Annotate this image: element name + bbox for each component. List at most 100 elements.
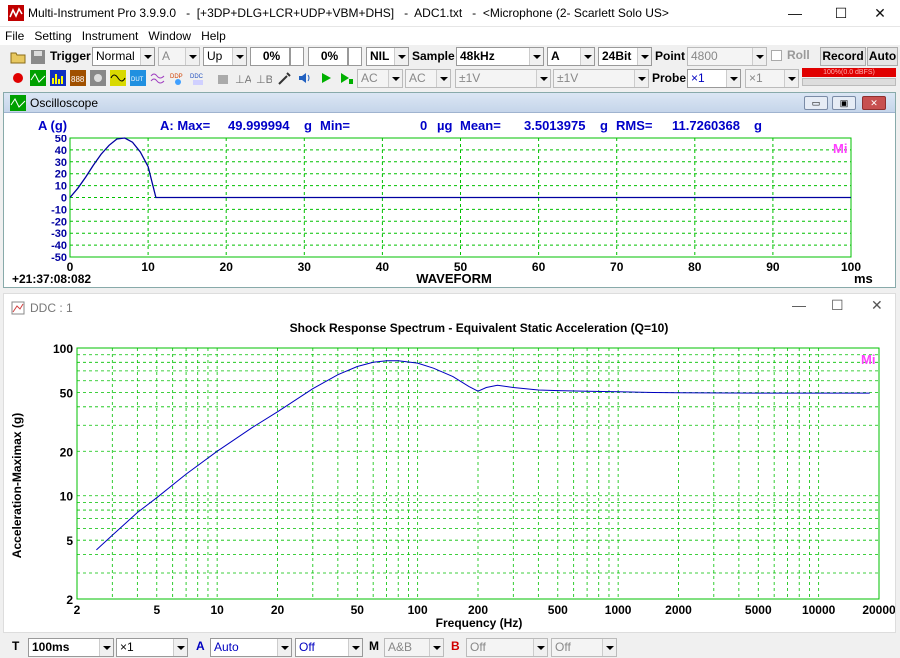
menu-instrument[interactable]: Instrument <box>81 29 139 43</box>
ddc-icon[interactable]: DDC <box>190 70 206 86</box>
srs-x-tick: 10 <box>210 603 224 617</box>
srs-x-tick: 500 <box>548 603 568 617</box>
ddp-icon[interactable]: DDP <box>170 70 186 86</box>
waveform-x-tick: 10 <box>141 260 155 274</box>
trigger-mode-select[interactable]: Normal <box>92 47 155 66</box>
waveform-y-tick: 0 <box>61 193 67 205</box>
svg-text:DDC: DDC <box>190 74 204 80</box>
srs-plot[interactable]: 2 5 10 20 50 100 200 500 1000 2000 5000 10000 20000 2… <box>4 316 895 632</box>
waveform-x-tick: 60 <box>532 260 546 274</box>
math-mode-select[interactable]: A&B <box>384 638 444 657</box>
srs-y-tick: 20 <box>60 445 74 459</box>
srs-x-tick: 5000 <box>745 603 772 617</box>
multimeter-icon[interactable]: 888 <box>70 70 86 86</box>
coupling-a-select[interactable]: AC <box>357 69 403 88</box>
waveform-x-tick: 20 <box>220 260 234 274</box>
open-file-icon[interactable] <box>10 49 26 65</box>
probe-label: Probe <box>652 71 687 85</box>
auto-button[interactable]: Auto <box>867 47 898 66</box>
waveform-x-tick: 90 <box>766 260 780 274</box>
spectrum-wave-icon[interactable] <box>150 70 166 86</box>
point-select[interactable]: 4800 <box>687 47 767 66</box>
channel-b-offset-select[interactable]: Off <box>551 638 617 657</box>
range-b-select[interactable]: ±1V <box>553 69 649 88</box>
spectrum-analyzer-icon[interactable] <box>50 70 66 86</box>
channel-select[interactable]: A <box>547 47 595 66</box>
srs-x-tick: 5 <box>153 603 160 617</box>
waveform-trace <box>69 137 851 199</box>
scope-minimize-button[interactable]: ▭ <box>804 96 828 110</box>
stat-min-unit: µg <box>437 118 453 133</box>
srs-x-tick: 2000 <box>665 603 692 617</box>
menu-window[interactable]: Window <box>148 29 192 43</box>
roll-checkbox[interactable] <box>771 50 782 61</box>
channel-a-label: A <box>196 639 205 653</box>
waveform-x-tick: 80 <box>688 260 702 274</box>
stat-max-value: 49.999994 <box>228 118 290 133</box>
oscilloscope-header[interactable]: Oscilloscope ▭ ▣ ✕ <box>4 93 895 113</box>
ddc-close-button[interactable]: ✕ <box>871 297 883 313</box>
generator-icon[interactable] <box>90 70 106 86</box>
srs-x-tick: 2 <box>74 603 81 617</box>
cursor-b-icon[interactable]: ⊥B <box>256 70 272 86</box>
trigger-edge-select[interactable]: Up <box>203 47 247 66</box>
minimize-button[interactable]: — <box>788 5 802 21</box>
waveform-x-tick: 100 <box>841 260 861 274</box>
scope-close-button[interactable]: ✕ <box>862 96 886 110</box>
channel-b-label: B <box>451 639 460 653</box>
app-logo-icon <box>8 5 24 21</box>
waveform-y-tick: -30 <box>51 228 67 240</box>
waveform-plot[interactable]: 0 10 20 30 40 50 60 70 80 90 10050403020100-10-20-… <box>4 135 895 285</box>
time-multiplier-select[interactable]: ×1 <box>116 638 188 657</box>
ddc-maximize-button[interactable]: ☐ <box>831 297 844 313</box>
probe-a-select[interactable]: ×1 <box>687 69 741 88</box>
trigger-label: Trigger <box>50 49 91 63</box>
tool-icon[interactable] <box>277 70 293 86</box>
trigger-level-2-spinner[interactable] <box>348 47 362 66</box>
coupling-b-select[interactable]: AC <box>405 69 451 88</box>
trigger-level-1[interactable]: 0% <box>250 47 290 66</box>
bit-depth-select[interactable]: 24Bit <box>598 47 652 66</box>
oscilloscope-icon[interactable] <box>30 70 46 86</box>
point-label: Point <box>655 49 685 63</box>
record-button[interactable]: Record <box>820 47 866 66</box>
speaker-icon[interactable] <box>297 70 313 86</box>
sample-rate-select[interactable]: 48kHz <box>456 47 544 66</box>
channel-b-scale-select[interactable]: Off <box>466 638 548 657</box>
cursor-a-icon[interactable]: ⊥A <box>235 70 251 86</box>
probe-b-select[interactable]: ×1 <box>745 69 799 88</box>
waveform-x-tick: 0 <box>67 260 74 274</box>
record-dot-icon[interactable] <box>10 70 26 86</box>
trigger-channel-select[interactable]: A <box>158 47 200 66</box>
roll-label: Roll <box>787 48 810 62</box>
calibrate-icon[interactable] <box>215 70 231 86</box>
scope-restore-button[interactable]: ▣ <box>832 96 856 110</box>
waveform-y-tick: 20 <box>55 169 67 181</box>
signal-generator-icon[interactable] <box>110 70 126 86</box>
channel-a-scale-select[interactable]: Auto <box>210 638 292 657</box>
menu-setting[interactable]: Setting <box>34 29 72 43</box>
timebase-select[interactable]: 100ms <box>28 638 114 657</box>
ddc-minimize-button[interactable]: — <box>792 297 806 313</box>
channel-a-offset-select[interactable]: Off <box>295 638 363 657</box>
waveform-y-tick: -10 <box>51 204 67 216</box>
play-icon[interactable] <box>318 70 334 86</box>
close-button[interactable]: ✕ <box>874 5 886 21</box>
range-a-select[interactable]: ±1V <box>455 69 551 88</box>
srs-xlabel: Frequency (Hz) <box>436 616 523 630</box>
trigger-level-1-spinner[interactable] <box>290 47 304 66</box>
nil-select[interactable]: NIL <box>366 47 409 66</box>
maximize-button[interactable]: ☐ <box>834 5 848 21</box>
menu-file[interactable]: File <box>5 29 25 43</box>
menu-help[interactable]: Help <box>201 29 226 43</box>
waveform-y-tick: 50 <box>55 135 67 145</box>
waveform-y-tick: 10 <box>55 181 67 193</box>
save-icon[interactable] <box>30 49 46 65</box>
toolbar-acquisition: Trigger Normal A Up 0% 0% NIL Sample 48k… <box>0 46 900 68</box>
dut-icon[interactable]: DUT <box>130 70 146 86</box>
stat-max-label: A: Max= <box>160 118 211 133</box>
trigger-level-2[interactable]: 0% <box>308 47 348 66</box>
play-once-icon[interactable] <box>338 70 354 86</box>
stat-min-label: Min= <box>320 118 350 133</box>
waveform-watermark: Mi <box>833 141 847 156</box>
